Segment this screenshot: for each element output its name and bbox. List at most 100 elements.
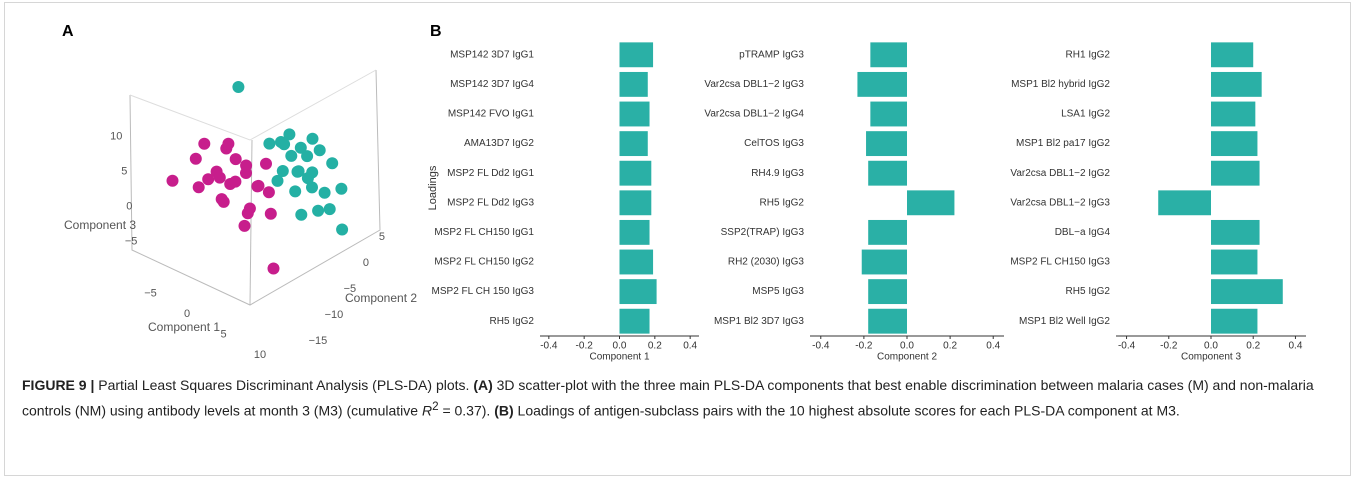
x-tick-label: 10: [254, 349, 266, 361]
category-label: SSP2(TRAP) IgG3: [721, 227, 805, 238]
y-tick-label: −15: [309, 335, 328, 347]
axis-title: Component 2: [877, 352, 937, 363]
bar: [870, 101, 907, 127]
category-label: Var2csa DBL1−2 IgG2: [1010, 168, 1110, 179]
panel-label: B: [430, 23, 442, 40]
point: [262, 186, 275, 199]
point: [294, 141, 307, 154]
category-label: MSP2 FL CH150 IgG2: [434, 257, 534, 268]
panel-label: A: [62, 23, 74, 40]
point: [295, 208, 308, 221]
caption-text: 3D scatter-plot with the three main PLS-…: [22, 377, 1314, 419]
point: [166, 174, 179, 187]
bar: [868, 279, 907, 305]
bar: [870, 42, 907, 68]
category-label: RH5 IgG2: [760, 197, 805, 208]
category-label: MSP1 Bl2 pa17 IgG2: [1016, 138, 1110, 149]
x-tick-label: 0.2: [943, 341, 957, 352]
bar: [1211, 308, 1258, 334]
category-label: Var2csa DBL1−2 IgG3: [704, 79, 804, 90]
panel-ref: (B): [494, 402, 514, 419]
axis-title: Component 1: [589, 352, 649, 363]
point: [240, 159, 253, 172]
point: [213, 171, 226, 184]
point: [312, 204, 325, 217]
y-tick-label: 5: [379, 231, 385, 243]
x-tick-label: -0.4: [540, 341, 558, 352]
x-tick-label: 0.4: [1288, 341, 1302, 352]
bar: [619, 42, 654, 68]
x-tick-label: -0.4: [812, 341, 830, 352]
point: [313, 144, 326, 157]
point: [192, 181, 205, 194]
figure-label: FIGURE 9 |: [22, 377, 95, 393]
figure-panels: A B Component 3 Component 2 Component 1 …: [62, 23, 1306, 363]
bar: [861, 249, 907, 275]
category-label: RH1 IgG2: [1066, 49, 1111, 60]
bar: [868, 219, 907, 245]
cube-edge: [129, 69, 377, 141]
category-label: RH2 (2030) IgG3: [728, 257, 805, 268]
bar: [1211, 42, 1254, 68]
bar: [857, 71, 907, 97]
bar: [619, 131, 648, 157]
axis-title: Component 3: [64, 218, 136, 232]
caption-text: Loadings of antigen-subclass pairs with …: [517, 402, 1180, 419]
point: [229, 175, 242, 188]
category-label: MSP2 FL CH150 IgG1: [434, 227, 534, 238]
category-label: MSP1 Bl2 Well IgG2: [1019, 316, 1110, 327]
bar: [619, 71, 648, 97]
bar: [1211, 131, 1258, 157]
point: [318, 186, 331, 199]
axis-title: Loadings: [427, 165, 439, 210]
x-tick-label: −5: [144, 287, 157, 299]
bar: [1211, 101, 1256, 127]
caption-text: Partial Least Squares Discriminant Analy…: [98, 377, 470, 393]
y-tick-label: −5: [344, 283, 357, 295]
category-label: MSP1 Bl2 3D7 IgG3: [714, 316, 804, 327]
bar: [619, 160, 652, 186]
bar: [619, 190, 652, 216]
category-label: CelTOS IgG3: [744, 138, 804, 149]
point: [276, 165, 289, 177]
bar: [619, 249, 654, 275]
category-label: MSP142 3D7 IgG4: [450, 79, 534, 90]
point: [238, 219, 251, 232]
x-tick-label: -0.2: [576, 341, 594, 352]
x-tick-label: 0.4: [986, 341, 1000, 352]
category-label: MSP2 FL Dd2 IgG1: [447, 168, 534, 179]
x-tick-label: 0.0: [613, 341, 627, 352]
category-label: RH5 IgG2: [1066, 286, 1111, 297]
category-label: MSP2 FL CH 150 IgG3: [432, 286, 535, 297]
x-tick-label: 0.2: [648, 341, 662, 352]
bar: [1211, 249, 1258, 275]
point: [222, 137, 235, 150]
point: [252, 179, 265, 192]
category-label: MSP1 Bl2 hybrid IgG2: [1011, 79, 1110, 90]
bar: [619, 101, 650, 127]
z-tick-label: −5: [125, 236, 138, 248]
caption: FIGURE 9 | Partial Least Squares Discrim…: [22, 375, 1332, 422]
bar: [1158, 190, 1211, 216]
point: [271, 174, 284, 187]
x-tick-label: 0: [184, 308, 190, 320]
category-label: MSP142 3D7 IgG1: [450, 49, 534, 60]
z-tick-label: 5: [121, 166, 127, 178]
category-label: MSP2 FL Dd2 IgG3: [447, 197, 534, 208]
point: [189, 152, 202, 165]
z-tick-label: 10: [110, 131, 122, 143]
x-tick-label: 5: [220, 328, 226, 340]
x-tick-label: 0.2: [1246, 341, 1260, 352]
bar: [1211, 219, 1260, 245]
category-label: RH4.9 IgG3: [751, 168, 804, 179]
y-tick-label: 0: [363, 257, 369, 269]
bar: [1211, 279, 1283, 305]
axis-title: Component 2: [345, 291, 417, 305]
x-tick-label: 0.4: [683, 341, 697, 352]
point: [198, 137, 211, 150]
point: [306, 181, 318, 194]
category-label: DBL−a IgG4: [1055, 227, 1111, 238]
z-tick-label: 0: [126, 201, 132, 213]
point: [217, 195, 230, 208]
